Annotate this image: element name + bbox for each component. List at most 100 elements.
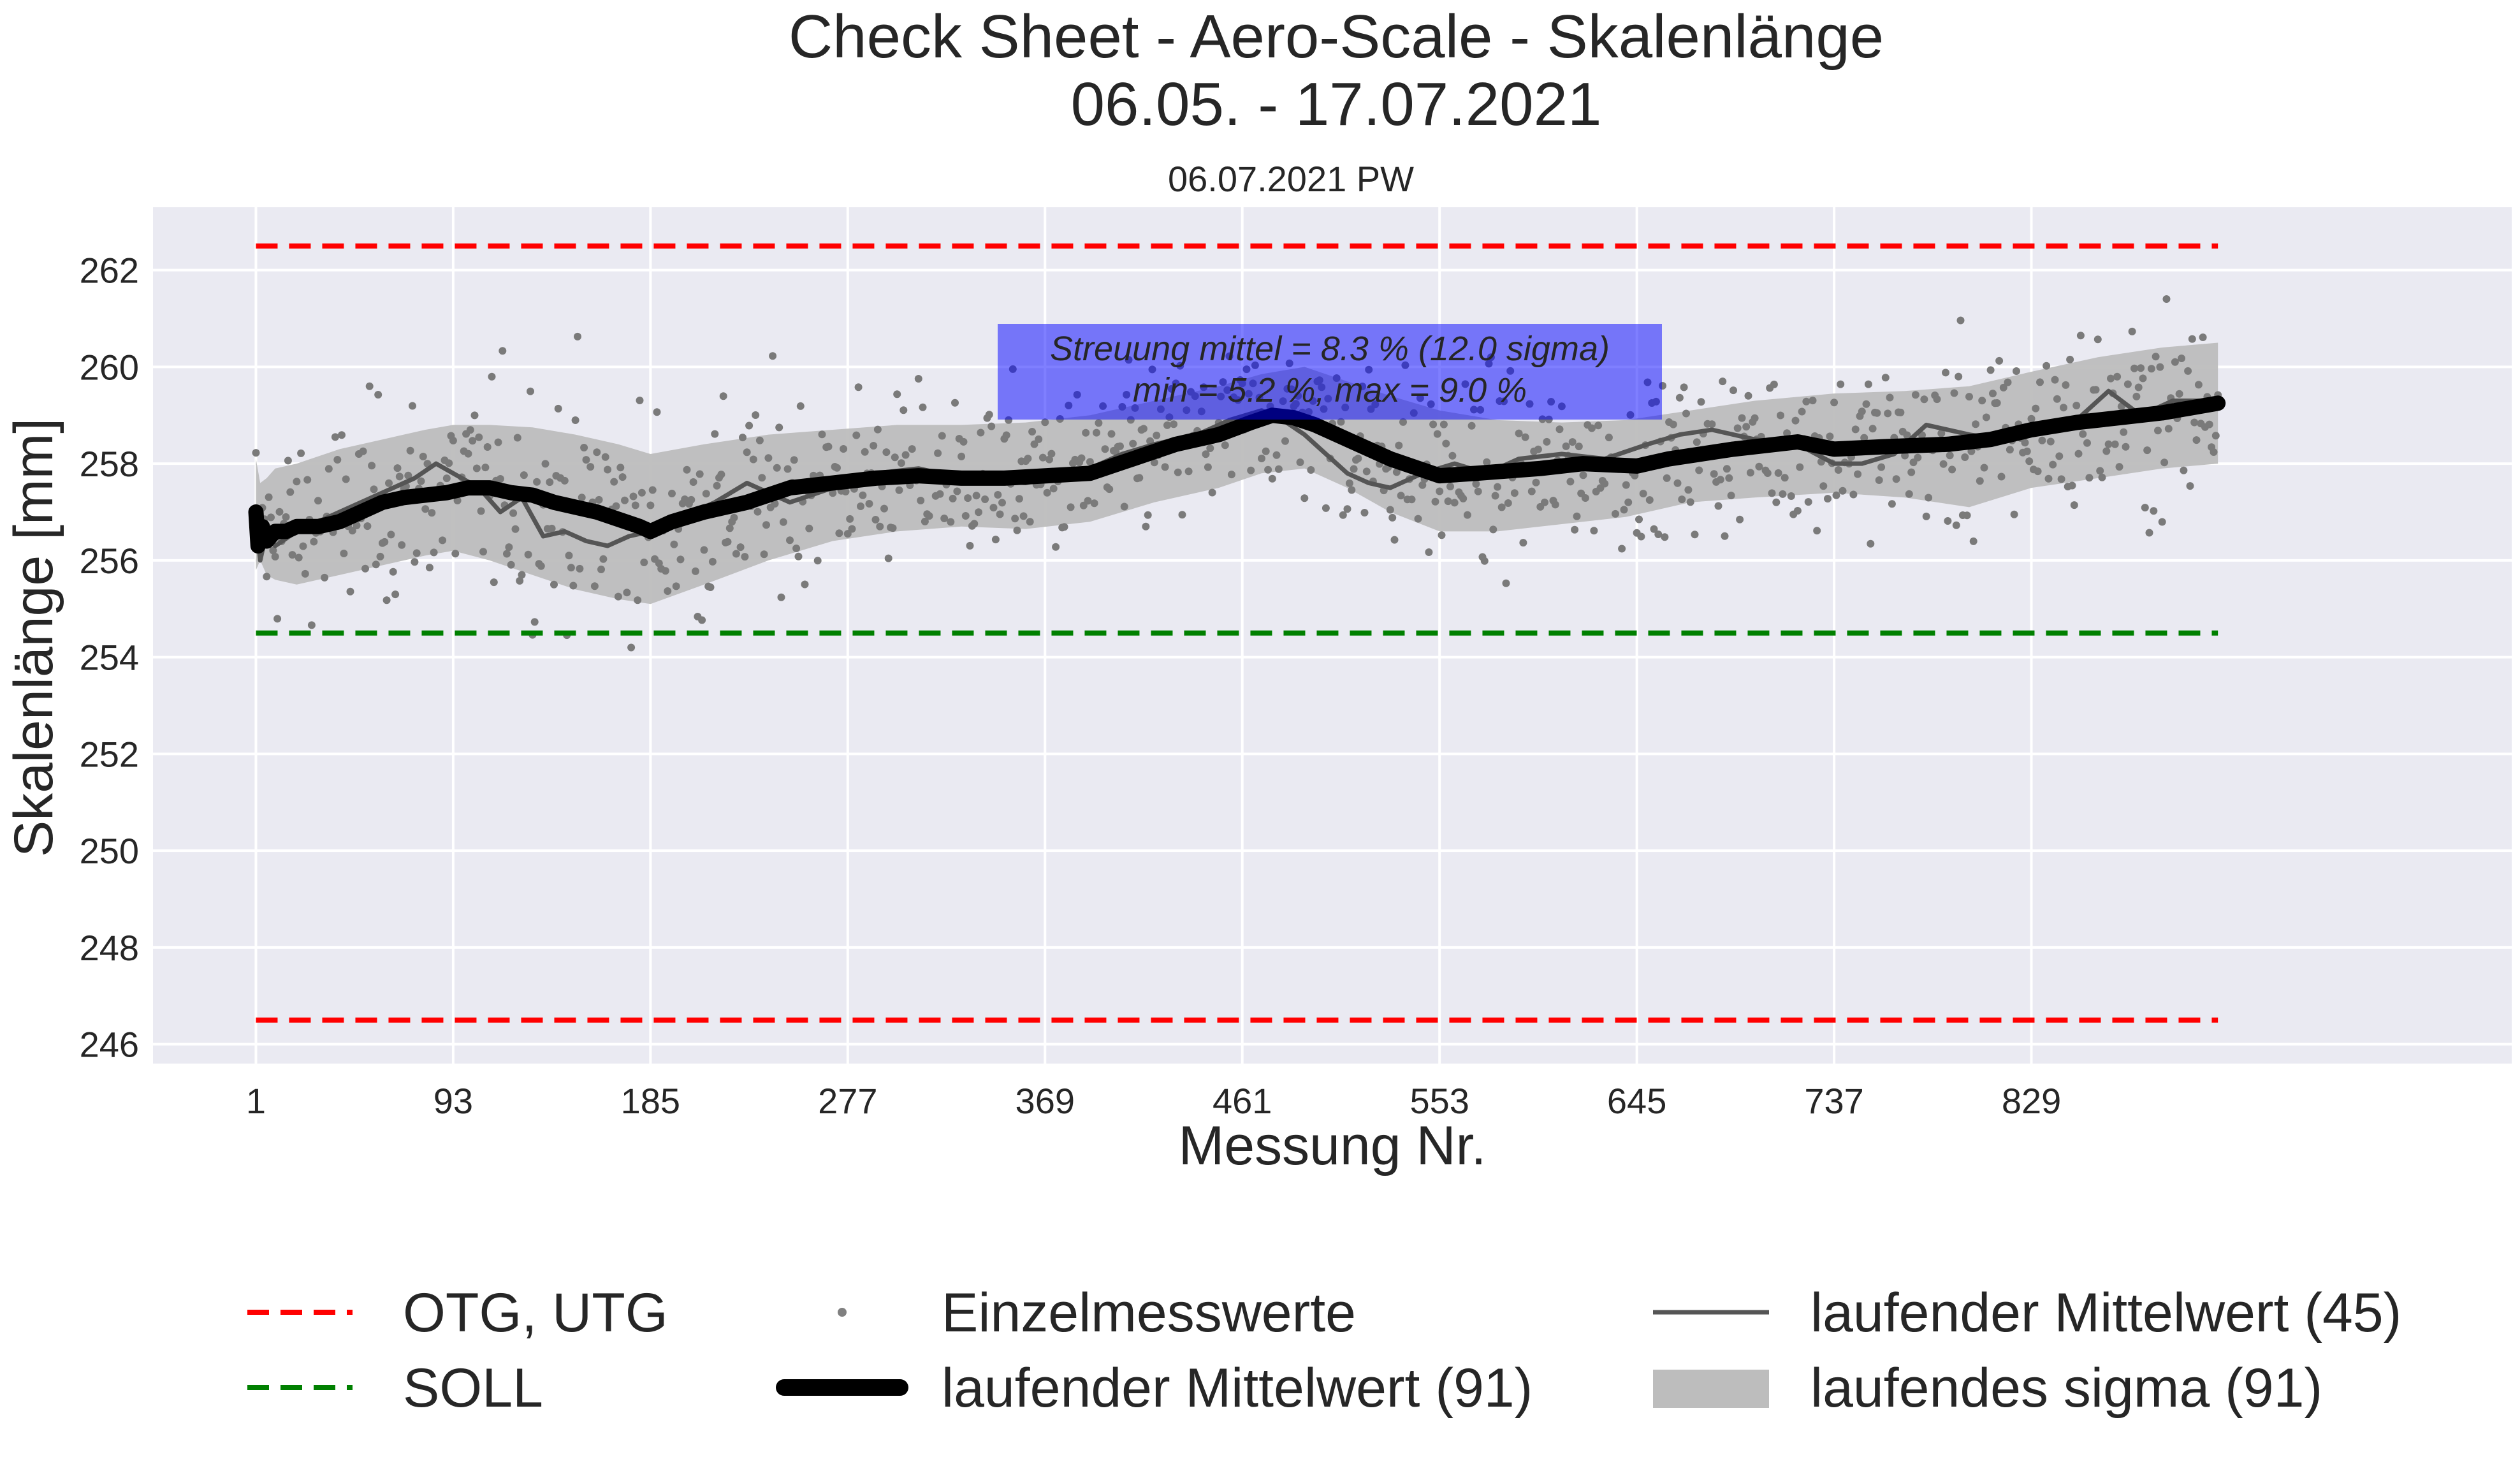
scatter-point — [891, 453, 899, 462]
scatter-point — [1491, 492, 1499, 500]
scatter-point — [1601, 480, 1609, 488]
scatter-point — [621, 496, 629, 504]
scatter-point — [741, 553, 749, 561]
scatter-point — [1272, 451, 1281, 459]
scatter-point — [1281, 437, 1289, 445]
scatter-point — [1262, 447, 1270, 455]
legend-otg-utg: OTG, UTG — [403, 1282, 668, 1344]
mean-91-line — [248, 395, 2226, 554]
scatter-point — [2180, 466, 2188, 474]
scatter-point — [307, 621, 316, 629]
scatter-point — [1135, 474, 1144, 482]
scatter-point — [1631, 471, 1639, 480]
scatter-point — [987, 422, 996, 430]
scatter-point — [1268, 474, 1276, 483]
scatter-point — [2162, 295, 2171, 303]
scatter-point — [672, 582, 680, 590]
scatter-point — [813, 557, 822, 565]
scatter-point — [490, 578, 498, 587]
scatter-point — [696, 470, 704, 478]
scatter-point — [889, 524, 897, 532]
scatter-point — [1395, 441, 1403, 450]
scatter-point — [1543, 437, 1551, 446]
scatter-point — [1980, 464, 1988, 472]
scatter-point — [1588, 424, 1596, 432]
scatter-point — [801, 580, 809, 589]
scatter-point — [708, 557, 717, 566]
scatter-point — [1450, 499, 1459, 507]
chart-title-line-2: 06.05. - 17.07.2021 — [1071, 70, 1602, 138]
scatter-point — [2164, 425, 2173, 433]
scatter-point — [764, 454, 773, 462]
scatter-point — [1521, 433, 1529, 441]
scatter-point — [1480, 557, 1489, 565]
scatter-point — [1976, 477, 1984, 485]
scatter-point — [1163, 421, 1171, 429]
y-tick-label: 262 — [80, 251, 139, 291]
scatter-point — [752, 411, 760, 419]
scatter-point — [1722, 465, 1731, 473]
scatter-point — [1978, 397, 1986, 405]
scatter-point — [509, 509, 518, 517]
scatter-point — [483, 443, 492, 451]
scatter-point — [870, 442, 878, 450]
scatter-point — [374, 391, 382, 399]
legend-sigma: laufendes sigma (91) — [1810, 1358, 2322, 1419]
scatter-point — [2199, 333, 2207, 341]
scatter-point — [2130, 364, 2138, 372]
scatter-point — [1881, 374, 1890, 382]
scatter-point — [2044, 474, 2053, 483]
scatter-point — [1969, 537, 1977, 545]
scatter-point — [1993, 399, 2001, 407]
scatter-point — [1802, 397, 1810, 406]
scatter-point — [430, 548, 438, 557]
scatter-point — [2150, 507, 2158, 515]
scatter-point — [2154, 427, 2162, 435]
scatter-point — [949, 494, 957, 502]
scatter-point — [940, 515, 949, 522]
scatter-point — [771, 500, 779, 508]
scatter-point — [758, 474, 766, 482]
scatter-point — [824, 443, 833, 451]
scatter-point — [616, 464, 625, 472]
scatter-point — [409, 402, 416, 410]
scatter-point — [1911, 391, 1919, 399]
scatter-point — [395, 472, 404, 481]
scatter-point — [854, 383, 863, 392]
scatter-point — [1942, 369, 1949, 377]
scatter-point — [1575, 443, 1583, 451]
scatter-point — [1719, 377, 1727, 386]
scatter-point — [1090, 499, 1098, 508]
scatter-point — [578, 494, 586, 502]
scatter-point — [835, 529, 843, 538]
scatter-point — [1714, 502, 1722, 510]
scatter-point — [472, 464, 481, 472]
scatter-point — [1067, 503, 1075, 511]
scatter-point — [966, 541, 974, 550]
scatter-point — [893, 390, 901, 399]
scatter-point — [580, 444, 588, 451]
scatter-point — [1710, 470, 1718, 478]
scatter-point — [1779, 490, 1787, 498]
scatter-point — [985, 411, 993, 419]
scatter-point — [449, 437, 457, 444]
scatter-point — [1144, 511, 1152, 519]
scatter-point — [895, 486, 903, 494]
scatter-point — [790, 456, 798, 464]
scatter-point — [897, 459, 905, 467]
scatter-point — [1045, 455, 1053, 464]
scatter-point — [1675, 393, 1684, 402]
scatter-point — [411, 558, 419, 566]
scatter-point — [1937, 429, 1946, 437]
scatter-point — [1635, 515, 1643, 523]
sigma-band — [256, 342, 2218, 604]
scatter-point — [634, 596, 642, 604]
scatter-point — [597, 566, 605, 573]
scatter-point — [2115, 463, 2123, 471]
scatter-point — [1854, 470, 1862, 478]
scatter-point — [623, 589, 631, 597]
scatter-point — [340, 550, 348, 557]
scatter-point — [919, 403, 927, 411]
scatter-point — [518, 571, 526, 579]
scatter-point — [1043, 488, 1051, 497]
